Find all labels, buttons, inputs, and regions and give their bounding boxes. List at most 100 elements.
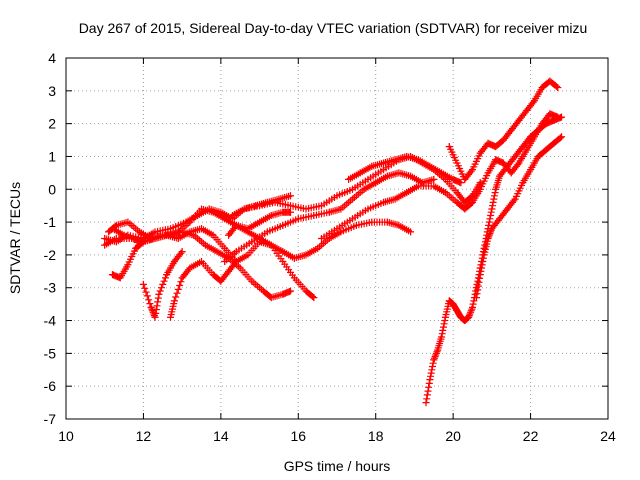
data-point: [186, 228, 194, 236]
series-arc-7: [167, 257, 240, 321]
series-arc-12: [345, 152, 465, 187]
series-arc-8: [225, 218, 415, 262]
y-tick-label: 2: [48, 116, 56, 132]
data-point: [209, 271, 217, 279]
data-point: [379, 166, 387, 174]
data-point: [476, 149, 484, 157]
data-point: [499, 136, 507, 144]
data-point: [232, 257, 240, 265]
data-point: [492, 185, 500, 193]
data-point: [488, 205, 496, 213]
data-point: [178, 274, 186, 282]
plot-frame: [65, 57, 609, 420]
data-point: [403, 189, 411, 197]
data-point: [453, 159, 461, 167]
x-tick-label: 24: [600, 428, 616, 444]
data-point: [469, 303, 476, 311]
data-point: [519, 143, 527, 151]
y-tick-label: -4: [44, 313, 57, 329]
data-point: [507, 169, 515, 177]
data-point: [484, 139, 492, 147]
data-point: [267, 241, 275, 249]
data-point: [302, 205, 310, 213]
data-point: [503, 205, 511, 213]
data-point: [348, 215, 356, 223]
data-point: [523, 146, 531, 154]
data-point: [461, 317, 469, 325]
data-point: [476, 185, 484, 193]
data-point: [515, 159, 523, 167]
data-point: [151, 228, 159, 236]
grid: [66, 58, 608, 419]
data-point: [163, 271, 171, 279]
x-axis-label: GPS time / hours: [284, 458, 391, 474]
x-tick-label: 20: [445, 428, 461, 444]
data-point: [287, 192, 295, 200]
data-point: [236, 264, 244, 272]
data-point: [174, 235, 182, 242]
data-point: [364, 175, 372, 183]
y-tick-label: -3: [44, 280, 57, 296]
data-point: [546, 77, 554, 85]
data-point: [430, 182, 438, 190]
data-point: [457, 179, 465, 187]
data-point: [530, 97, 538, 105]
series-arc-5: [108, 238, 147, 282]
data-point: [225, 231, 233, 239]
data-point: [116, 274, 124, 282]
data-point: [287, 287, 295, 295]
data-point: [476, 271, 484, 279]
data-point: [337, 228, 345, 236]
data-point: [290, 254, 298, 262]
data-point: [534, 152, 542, 160]
data-point: [438, 333, 446, 341]
data-point: [492, 143, 500, 151]
data-point: [441, 313, 449, 321]
data-point: [182, 218, 190, 226]
y-tick-label: -6: [44, 378, 57, 394]
data-point: [538, 84, 546, 92]
data-point: [511, 195, 519, 203]
data-point: [449, 175, 457, 183]
data-point: [244, 228, 252, 236]
data-point: [232, 248, 240, 256]
data-point: [124, 261, 132, 269]
data-point: [244, 251, 252, 259]
data-point: [294, 215, 302, 223]
data-point: [167, 313, 175, 321]
data-point: [395, 221, 403, 229]
data-point: [240, 205, 248, 213]
data-point: [167, 225, 175, 233]
data-point: [542, 120, 550, 128]
data-point: [213, 248, 221, 256]
data-point: [101, 235, 109, 242]
data-point: [550, 116, 558, 124]
data-point: [407, 172, 415, 180]
data-point: [139, 280, 147, 288]
data-point: [507, 126, 515, 134]
data-point: [469, 166, 476, 174]
data-point: [449, 300, 457, 308]
series-markers: [167, 258, 240, 321]
data-point: [542, 146, 550, 154]
data-point: [198, 257, 205, 265]
data-point: [434, 346, 442, 354]
data-point: [275, 195, 283, 203]
data-point: [407, 228, 415, 236]
data-point: [391, 156, 399, 164]
data-point: [523, 107, 531, 115]
data-point: [534, 126, 542, 134]
data-point: [484, 169, 492, 177]
data-point: [279, 221, 287, 229]
data-point: [302, 287, 310, 295]
data-point: [155, 290, 163, 298]
data-point: [445, 297, 453, 305]
data-point: [209, 231, 217, 239]
x-tick-label: 22: [523, 428, 539, 444]
data-point: [151, 313, 159, 321]
data-point: [558, 113, 566, 121]
data-point: [484, 235, 492, 242]
data-point: [279, 208, 287, 216]
series-arc-15: [472, 133, 566, 302]
